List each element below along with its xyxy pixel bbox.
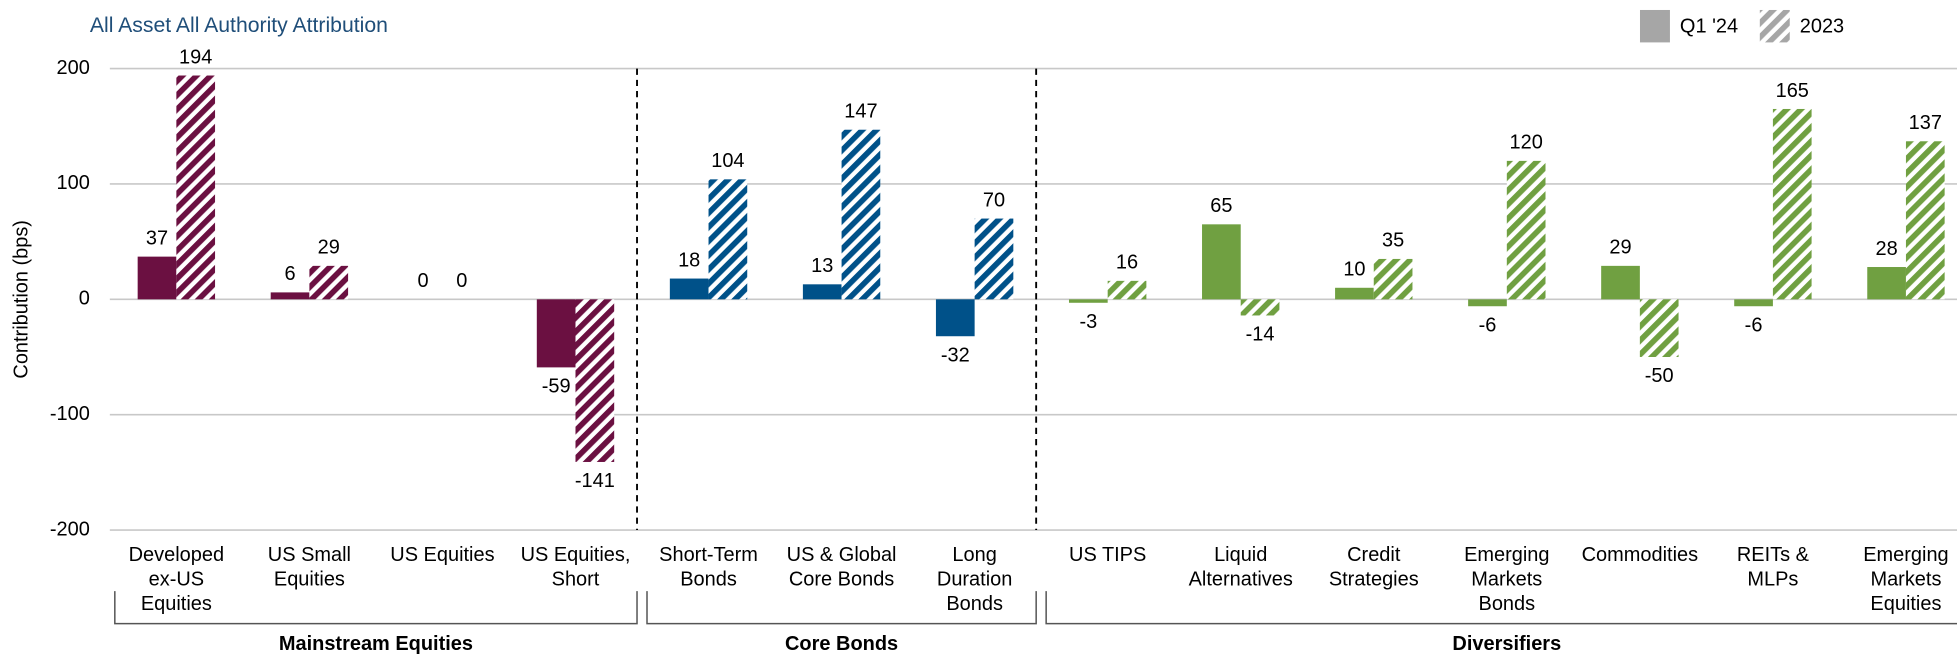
group-bracket	[1045, 591, 1957, 625]
value-label: 28	[1876, 238, 1898, 260]
bar	[1867, 267, 1906, 300]
bar	[137, 256, 177, 300]
bar	[1506, 160, 1546, 300]
value-label: 70	[983, 189, 1005, 211]
legend-label: 2023	[1800, 16, 1844, 38]
bar	[1639, 299, 1679, 357]
x-tick-label: Long Duration Bonds	[937, 544, 1012, 615]
x-tick-label: US Equities, Short	[521, 544, 631, 590]
value-label: 13	[811, 255, 833, 277]
y-axis-label: Contribution (bps)	[11, 220, 33, 379]
value-label: 104	[711, 150, 744, 172]
bar	[841, 129, 881, 300]
x-tick-label: Commodities	[1582, 544, 1698, 566]
bar	[974, 218, 1014, 300]
x-tick-label: Liquid Alternatives	[1189, 544, 1293, 590]
value-label: -6	[1745, 314, 1763, 336]
bar	[1601, 265, 1640, 300]
bar	[176, 75, 216, 300]
bar	[536, 299, 576, 368]
x-tick-label: REITs & MLPs	[1737, 544, 1809, 590]
value-label: 0	[418, 270, 429, 292]
bar	[1905, 141, 1945, 300]
bar	[802, 284, 842, 300]
group-bracket	[114, 591, 638, 625]
bar	[1335, 287, 1374, 300]
value-label: 137	[1909, 112, 1942, 134]
value-label: 10	[1343, 259, 1365, 281]
value-label: -3	[1079, 311, 1097, 333]
bar	[708, 179, 748, 300]
bar	[1107, 280, 1147, 300]
x-tick-label: US & Global Core Bonds	[787, 544, 897, 590]
bar	[1468, 299, 1507, 307]
bar	[1202, 224, 1241, 300]
value-label: 16	[1116, 252, 1138, 274]
bar	[1373, 258, 1413, 300]
x-tick-label: Credit Strategies	[1329, 544, 1419, 590]
x-tick-label: Developed ex-US Equities	[129, 544, 224, 615]
bar	[575, 299, 615, 462]
legend-label: Q1 '24	[1680, 16, 1738, 38]
value-label: 37	[146, 227, 168, 249]
group-label: Mainstream Equities	[279, 633, 473, 655]
value-label: 6	[284, 263, 295, 285]
value-label: 29	[1609, 237, 1631, 259]
value-label: -6	[1479, 314, 1497, 336]
value-label: 120	[1510, 132, 1543, 154]
bar	[1772, 108, 1812, 300]
group-label: Diversifiers	[1452, 633, 1561, 655]
value-label: 35	[1382, 230, 1404, 252]
value-label: 65	[1210, 195, 1232, 217]
bar	[669, 278, 709, 300]
chart-title: All Asset All Authority Attribution	[90, 14, 388, 37]
y-tick-label: 200	[57, 57, 90, 79]
value-label: 18	[678, 249, 700, 271]
value-label: 165	[1776, 80, 1809, 102]
legend-swatch	[1639, 9, 1670, 43]
x-tick-label: US TIPS	[1069, 544, 1146, 566]
x-tick-label: Emerging Markets Bonds	[1464, 544, 1549, 615]
bar	[1734, 299, 1773, 307]
x-tick-label: Short-Term Bonds	[659, 544, 758, 590]
value-label: -14	[1246, 324, 1275, 346]
bar	[1240, 299, 1280, 316]
y-tick-label: -100	[50, 403, 90, 425]
value-label: 29	[318, 237, 340, 259]
value-label: 194	[179, 46, 212, 68]
y-tick-label: 100	[57, 172, 90, 194]
value-label: -32	[941, 344, 970, 366]
legend-swatch	[1759, 9, 1790, 43]
y-tick-label: -200	[50, 518, 90, 540]
bar	[1068, 299, 1108, 303]
x-tick-label: US Equities	[390, 544, 494, 566]
value-label: -50	[1645, 365, 1674, 387]
bar	[270, 292, 310, 300]
bar	[935, 299, 975, 337]
value-label: 147	[844, 101, 877, 123]
value-label: -59	[542, 376, 571, 398]
x-tick-label: US Small Equities	[268, 544, 351, 590]
value-label: -141	[575, 470, 615, 492]
group-label: Core Bonds	[785, 633, 898, 655]
group-bracket	[646, 591, 1037, 625]
bar	[309, 265, 349, 300]
value-label: 0	[456, 270, 467, 292]
x-tick-label: Emerging Markets Equities	[1863, 544, 1948, 615]
y-tick-label: 0	[79, 288, 90, 310]
